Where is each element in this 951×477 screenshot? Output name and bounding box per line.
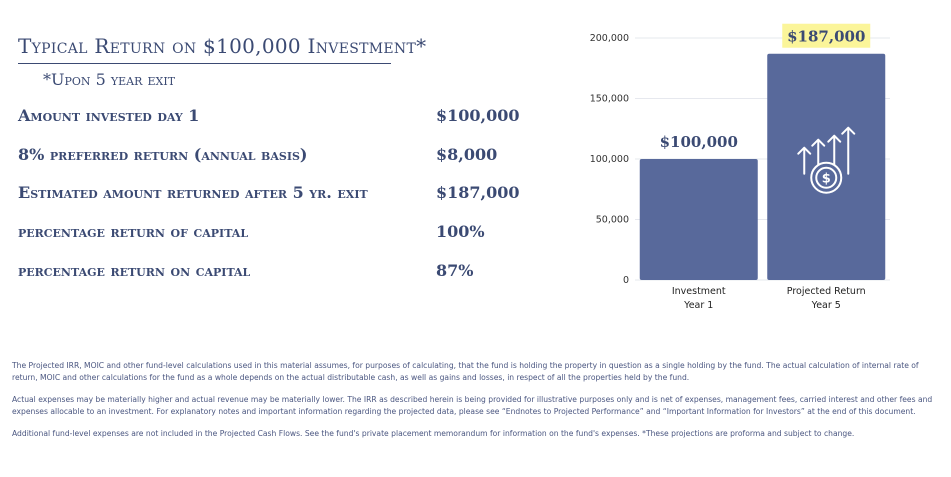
summary-row: percentage return of capital 100% (18, 222, 518, 246)
y-tick-label: 100,000 (590, 154, 629, 165)
summary-row: percentage return on capital 87% (18, 261, 518, 285)
y-tick-label: 200,000 (590, 33, 629, 44)
page-title: Typical Return on $100,000 Investment* (18, 34, 427, 58)
summary-row: Estimated amount returned after 5 yr. ex… (18, 183, 520, 207)
bar-chart: 200,000 150,000 100,000 50,000 0 $100,000 Inve… (590, 23, 890, 311)
summary-row: 8% preferred return (annual basis) $8,00… (18, 145, 518, 169)
row-label: Estimated amount returned after 5 yr. ex… (18, 183, 368, 202)
x-tick-label: Projected Return (787, 286, 866, 297)
row-value: $187,000 (436, 183, 520, 202)
y-tick-label: 0 (623, 275, 629, 286)
row-value: $100,000 (436, 106, 520, 125)
y-tick-label: 50,000 (596, 215, 629, 226)
bar (639, 159, 758, 280)
disclaimer: The Projected IRR, MOIC and other fund-l… (12, 360, 942, 451)
money-growth-icon: $ (797, 126, 856, 194)
y-tick-label: 150,000 (590, 94, 629, 105)
svg-text:$: $ (822, 172, 831, 187)
row-value: 87% (436, 261, 474, 280)
data-label: $187,000 (787, 28, 865, 46)
row-label: 8% preferred return (annual basis) (18, 145, 308, 164)
data-label-highlight (782, 23, 871, 48)
x-tick-label: Year 5 (811, 300, 841, 311)
footnote: Additional fund-level expenses are not i… (12, 429, 855, 438)
summary-row: Amount invested day 1 $100,000 (18, 106, 520, 130)
subtitle: *Upon 5 year exit (43, 70, 176, 89)
footnote: The Projected IRR, MOIC and other fund-l… (12, 361, 919, 382)
x-tick-label: Year 1 (683, 300, 713, 311)
row-label: percentage return on capital (18, 261, 251, 280)
x-tick-label: Investment (672, 286, 726, 297)
row-label: Amount invested day 1 (18, 106, 200, 125)
row-value: $8,000 (436, 145, 498, 164)
row-label: percentage return of capital (18, 222, 249, 241)
title-underline (18, 63, 391, 64)
row-value: 100% (436, 222, 485, 241)
data-label: $100,000 (660, 133, 738, 151)
footnote: Actual expenses may be materially higher… (12, 395, 933, 416)
